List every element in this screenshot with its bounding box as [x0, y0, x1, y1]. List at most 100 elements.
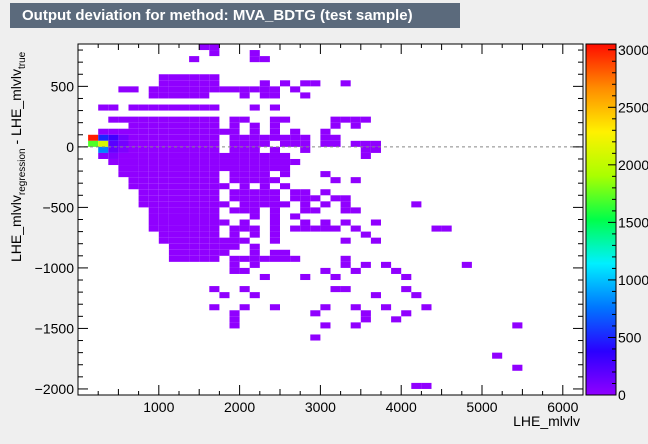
heatmap-cell: [229, 171, 240, 178]
heatmap-cell: [229, 237, 240, 244]
heatmap-cell: [219, 152, 230, 159]
heatmap-cell: [320, 225, 331, 232]
heatmap-cell: [168, 213, 179, 220]
heatmap-cell: [148, 213, 159, 220]
z-tick-label: 3000: [618, 42, 648, 58]
heatmap-cell: [148, 146, 159, 153]
heatmap-cell: [239, 237, 250, 244]
heatmap-cell: [249, 231, 260, 238]
heatmap-cell: [320, 171, 331, 178]
heatmap-cell: [360, 261, 371, 268]
heatmap-cell: [179, 189, 190, 196]
heatmap-cell: [189, 158, 200, 166]
heatmap-cell: [179, 255, 190, 262]
heatmap-cell: [370, 146, 381, 153]
y-axis: 500 0 −500 −1000 −1500 −2000: [35, 49, 583, 397]
heatmap-cell: [239, 158, 250, 166]
heatmap-cell: [249, 140, 260, 147]
heatmap-cell: [108, 116, 119, 123]
heatmap-cell: [138, 122, 149, 129]
heatmap-cell: [179, 86, 190, 93]
color-scale-frame: [585, 43, 617, 396]
heatmap-cell: [138, 171, 149, 178]
heatmap-cell: [189, 140, 200, 147]
heatmap-cell: [179, 74, 190, 81]
heatmap-cell: [199, 201, 210, 208]
heatmap-cell: [229, 243, 240, 250]
heatmap-cell: [320, 267, 331, 274]
heatmap-cell: [269, 304, 280, 311]
heatmap-cell: [280, 152, 291, 159]
heatmap-cell: [158, 201, 169, 208]
heatmap-cell: [138, 189, 149, 196]
heatmap-cell: [179, 92, 190, 99]
heatmap-cell: [330, 177, 341, 184]
heatmap-cell: [138, 201, 149, 208]
heatmap-cell: [108, 140, 119, 147]
heatmap-cell: [340, 116, 351, 123]
heatmap-cell: [219, 165, 230, 172]
heatmap-cell: [118, 152, 129, 159]
heatmap-cell: [269, 152, 280, 159]
heatmap-cell: [219, 128, 230, 135]
heatmap-cell: [340, 201, 351, 208]
heatmap-cell: [179, 207, 190, 214]
heatmap-cell: [199, 189, 210, 196]
heatmap-cell: [168, 249, 179, 256]
heatmap-cell: [330, 134, 341, 141]
heatmap-cell: [148, 207, 159, 214]
heatmap-cell: [199, 213, 210, 220]
heatmap-cell: [350, 304, 361, 311]
heatmap-cell: [118, 128, 129, 135]
heatmap-cell: [209, 158, 220, 166]
heatmap-cell: [158, 237, 169, 244]
heatmap-cell: [168, 146, 179, 153]
heatmap-cell: [209, 237, 220, 244]
heatmap-cell: [219, 249, 230, 256]
heatmap-cell: [168, 231, 179, 238]
heatmap-cell: [189, 177, 200, 184]
heatmap-cell: [280, 134, 291, 141]
heatmap-cell: [138, 146, 149, 153]
heatmap-cell: [300, 140, 311, 147]
heatmap-cell: [118, 146, 129, 153]
chart-title: Output deviation for method: MVA_BDTG (t…: [10, 3, 460, 28]
y-axis-title-main: LHE_mlvlv: [8, 195, 24, 262]
heatmap-cell: [168, 128, 179, 135]
heatmap-cell: [128, 158, 139, 166]
heatmap-cell: [290, 225, 301, 232]
heatmap-cell: [320, 322, 331, 329]
heatmap-cell: [168, 122, 179, 129]
heatmap-cell: [269, 219, 280, 226]
heatmap-cell: [239, 165, 250, 172]
heatmap-cell: [360, 146, 371, 153]
heatmap-cell: [179, 237, 190, 244]
heatmap-cell: [168, 165, 179, 172]
heatmap-cell: [209, 201, 220, 208]
heatmap-cell: [229, 225, 240, 232]
heatmap-cell: [179, 122, 190, 129]
y-axis-title-sub-true: true: [17, 51, 28, 69]
z-tick-label: 500: [618, 329, 642, 345]
heatmap-cell: [108, 152, 119, 159]
heatmap-cell: [199, 183, 210, 190]
heatmap-cell: [300, 225, 311, 232]
heatmap-cell: [300, 189, 311, 196]
heatmap-cell: [209, 140, 220, 147]
heatmap-cell: [168, 255, 179, 262]
heatmap-cell: [269, 189, 280, 196]
heatmap-cell: [290, 255, 301, 262]
heatmap-cell: [280, 165, 291, 172]
heatmap-cell: [280, 201, 291, 208]
heatmap-cell: [360, 310, 371, 317]
heatmap-cell: [330, 116, 341, 123]
heatmap-cell: [259, 158, 270, 166]
heatmap-cell: [128, 134, 139, 141]
y-tick-label: −2000: [35, 381, 75, 397]
heatmap-cell: [128, 152, 139, 159]
heatmap-cell: [290, 158, 301, 166]
heatmap-cell: [310, 334, 321, 341]
heatmap-cell: [148, 158, 159, 166]
heatmap-cell: [189, 152, 200, 159]
heatmap-cell: [269, 158, 280, 166]
